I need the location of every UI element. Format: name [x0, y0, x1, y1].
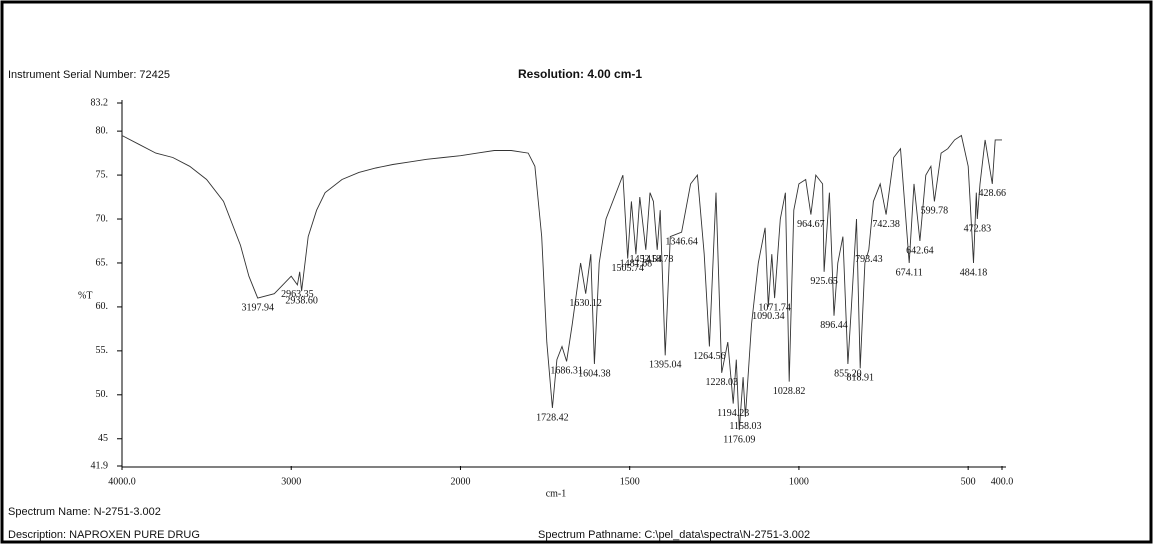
y-tick-label: 65. — [96, 257, 109, 268]
y-tick-label: 83.2 — [91, 97, 109, 108]
y-tick-label: 80. — [96, 125, 109, 136]
peak-label: 818.91 — [846, 373, 874, 384]
x-tick-label: 4000.0 — [108, 476, 136, 487]
x-axis-label: cm-1 — [546, 488, 567, 499]
y-tick-label: 50. — [96, 389, 109, 400]
serial-number: Instrument Serial Number: 72425 — [8, 69, 170, 81]
x-tick-label: 1000 — [789, 476, 809, 487]
resolution: Resolution: 4.00 cm-1 — [518, 67, 642, 81]
peak-label: 1686.31 — [550, 366, 583, 377]
peak-label: 1505.74 — [611, 263, 644, 274]
x-tick-label: 3000 — [281, 476, 301, 487]
peak-label: 964.67 — [797, 219, 825, 230]
y-tick-label: 55. — [96, 345, 109, 356]
peak-label: 1418.78 — [641, 254, 674, 265]
peak-label: 742.38 — [872, 219, 900, 230]
x-tick-label: 500 — [961, 476, 976, 487]
spectrum-line — [121, 134, 1002, 431]
peak-label: 1176.09 — [723, 434, 755, 445]
peak-label: 1395.04 — [649, 360, 682, 371]
y-tick-label: 75. — [96, 169, 109, 180]
peak-label: 1630.12 — [569, 298, 602, 309]
peak-label: 642.64 — [906, 245, 934, 256]
peak-label: 1028.82 — [773, 386, 806, 397]
peak-label: 3197.94 — [241, 302, 274, 313]
peak-label: 484.18 — [960, 267, 988, 278]
peak-label: 1071.74 — [758, 302, 791, 313]
peak-label: 428.66 — [979, 188, 1007, 199]
peak-label: 855.20 — [834, 368, 862, 379]
peak-label: 1194.23 — [717, 408, 749, 419]
peak-label: 896.44 — [820, 320, 848, 331]
peak-label: 2963.35 — [281, 289, 314, 300]
y-tick-label: 70. — [96, 213, 109, 224]
x-tick-label: 2000 — [450, 476, 470, 487]
peak-label: 472.83 — [964, 223, 992, 234]
peak-label: 1452.54 — [630, 254, 663, 265]
y-tick-label: 41.9 — [91, 460, 109, 471]
pathname: Spectrum Pathname: C:\pel_data\spectra\N… — [538, 529, 810, 541]
peak-label: 1264.56 — [693, 351, 726, 362]
peak-label: 1158.03 — [729, 421, 761, 432]
peak-label: 599.78 — [921, 206, 949, 217]
x-tick-label: 400.0 — [991, 476, 1014, 487]
description: Description: NAPROXEN PURE DRUG — [8, 529, 200, 541]
peak-label: 1090.34 — [752, 311, 785, 322]
peak-label: 1728.42 — [536, 412, 569, 423]
spectrum-name: Spectrum Name: N-2751-3.002 — [8, 506, 161, 518]
y-axis-label: %T — [78, 290, 92, 301]
y-tick-label: 45 — [98, 433, 108, 444]
peak-label: 925.65 — [810, 276, 838, 287]
peak-label: 793.43 — [855, 254, 883, 265]
peak-label: 674.11 — [896, 267, 923, 278]
peak-label: 1481.68 — [620, 258, 653, 269]
peak-label: 1346.64 — [665, 237, 698, 248]
x-tick-label: 1500 — [620, 476, 640, 487]
peak-label: 1604.38 — [578, 368, 611, 379]
peak-label: 2938.60 — [285, 295, 318, 306]
y-tick-label: 60. — [96, 301, 109, 312]
peak-label: 1228.03 — [705, 377, 738, 388]
